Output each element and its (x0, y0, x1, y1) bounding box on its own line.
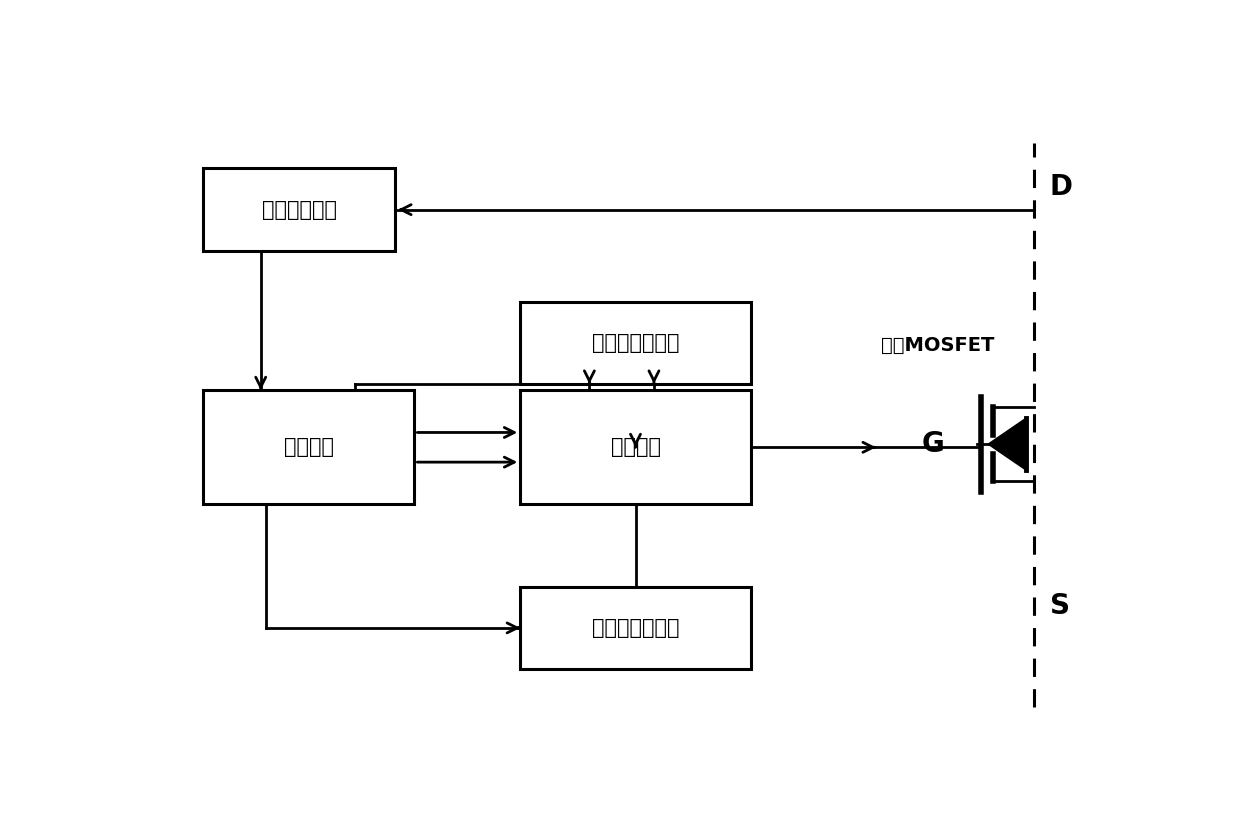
Polygon shape (988, 418, 1025, 470)
Bar (521, 301, 751, 384)
Text: 驱动单元: 驱动单元 (610, 437, 661, 458)
Bar (203, 169, 396, 251)
Text: D: D (1050, 174, 1073, 202)
Text: S: S (1050, 592, 1070, 620)
Text: 过欠压检测单元: 过欠压检测单元 (591, 332, 680, 353)
Text: 钳位软关断单元: 钳位软关断单元 (591, 618, 680, 638)
Text: 第一MOSFET: 第一MOSFET (880, 337, 994, 356)
Text: G: G (923, 430, 945, 458)
Text: 控制单元: 控制单元 (284, 437, 334, 458)
Bar (521, 390, 751, 504)
Bar (521, 587, 751, 669)
Bar (203, 390, 414, 504)
Text: 过流检测单元: 过流检测单元 (262, 200, 336, 220)
